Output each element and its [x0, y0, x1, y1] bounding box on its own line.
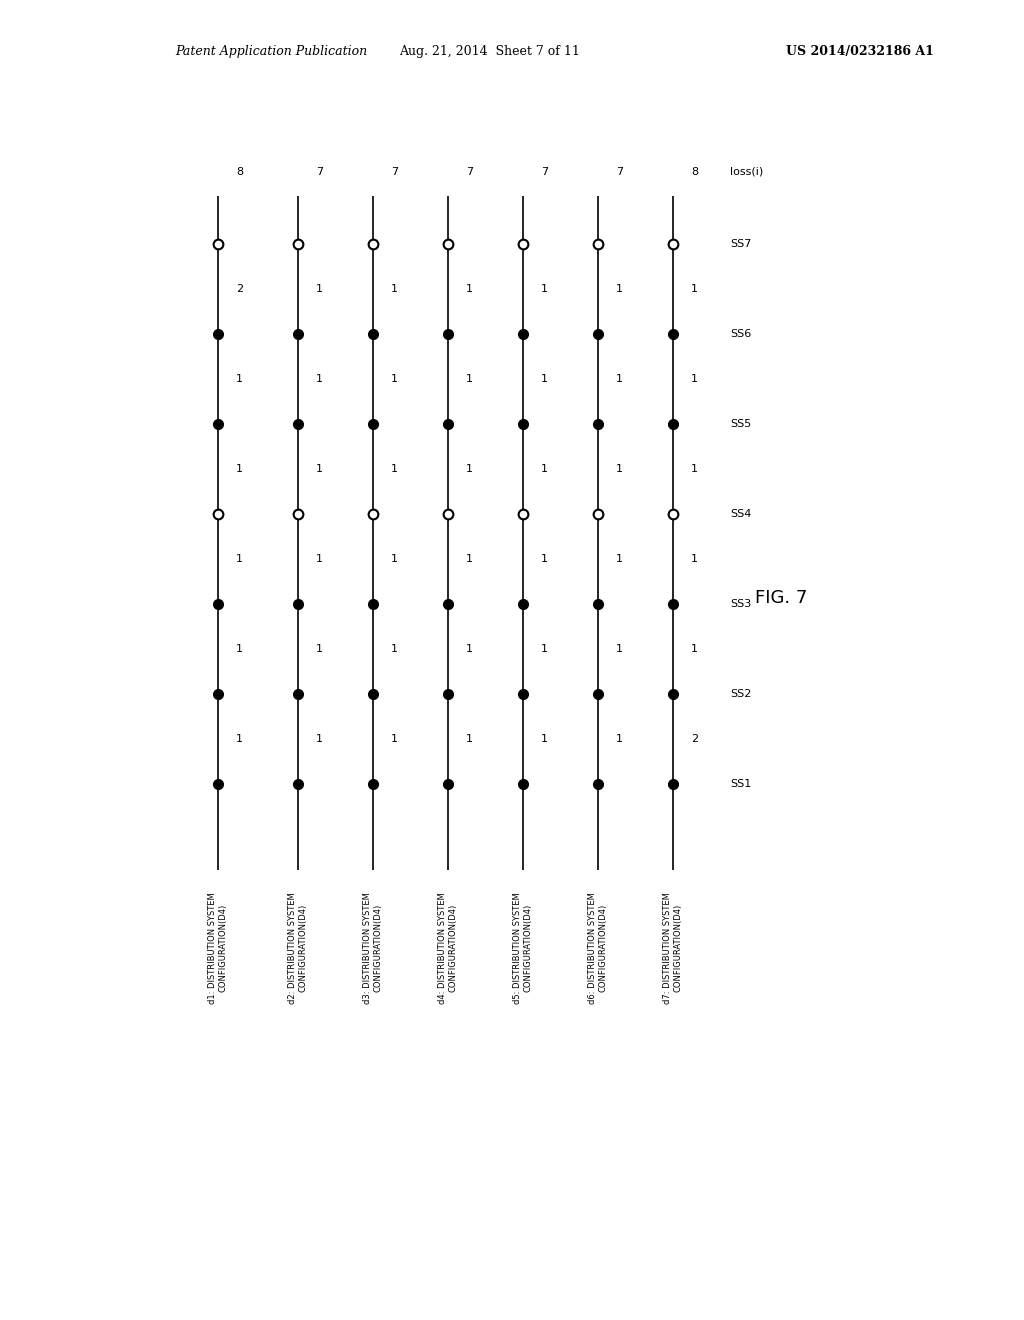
Text: 1: 1	[466, 734, 473, 744]
Text: loss(i): loss(i)	[730, 168, 763, 177]
Text: SS7: SS7	[730, 239, 752, 249]
Text: 1: 1	[616, 374, 623, 384]
Text: 1: 1	[316, 554, 323, 564]
Text: 1: 1	[316, 465, 323, 474]
Text: FIG. 7: FIG. 7	[755, 589, 807, 607]
Text: 1: 1	[316, 284, 323, 294]
Text: 1: 1	[541, 554, 548, 564]
Text: 1: 1	[691, 554, 698, 564]
Text: 1: 1	[691, 284, 698, 294]
Text: 1: 1	[236, 465, 243, 474]
Text: 1: 1	[691, 374, 698, 384]
Text: 1: 1	[236, 554, 243, 564]
Text: SS3: SS3	[730, 599, 752, 609]
Text: 1: 1	[391, 465, 398, 474]
Text: 1: 1	[236, 374, 243, 384]
Text: 1: 1	[391, 374, 398, 384]
Text: 8: 8	[691, 168, 698, 177]
Text: 2: 2	[691, 734, 698, 744]
Text: 7: 7	[541, 168, 548, 177]
Text: 7: 7	[466, 168, 473, 177]
Text: 1: 1	[541, 644, 548, 653]
Text: 1: 1	[691, 644, 698, 653]
Text: 1: 1	[616, 284, 623, 294]
Text: d3: DISTRIBUTION SYSTEM
CONFIGURATION(D4): d3: DISTRIBUTION SYSTEM CONFIGURATION(D4…	[364, 892, 383, 1005]
Text: 1: 1	[391, 284, 398, 294]
Text: 1: 1	[466, 554, 473, 564]
Text: 1: 1	[616, 465, 623, 474]
Text: 1: 1	[616, 554, 623, 564]
Text: Aug. 21, 2014  Sheet 7 of 11: Aug. 21, 2014 Sheet 7 of 11	[399, 45, 581, 58]
Text: d5: DISTRIBUTION SYSTEM
CONFIGURATION(D4): d5: DISTRIBUTION SYSTEM CONFIGURATION(D4…	[513, 892, 532, 1003]
Text: SS6: SS6	[730, 329, 752, 339]
Text: 1: 1	[541, 465, 548, 474]
Text: 1: 1	[316, 734, 323, 744]
Text: 1: 1	[391, 644, 398, 653]
Text: US 2014/0232186 A1: US 2014/0232186 A1	[786, 45, 934, 58]
Text: d1: DISTRIBUTION SYSTEM
CONFIGURATION(D4): d1: DISTRIBUTION SYSTEM CONFIGURATION(D4…	[208, 892, 227, 1003]
Text: d6: DISTRIBUTION SYSTEM
CONFIGURATION(D4): d6: DISTRIBUTION SYSTEM CONFIGURATION(D4…	[589, 892, 607, 1005]
Text: 7: 7	[391, 168, 398, 177]
Text: SS4: SS4	[730, 510, 752, 519]
Text: SS2: SS2	[730, 689, 752, 700]
Text: 1: 1	[616, 734, 623, 744]
Text: 1: 1	[541, 284, 548, 294]
Text: d4: DISTRIBUTION SYSTEM
CONFIGURATION(D4): d4: DISTRIBUTION SYSTEM CONFIGURATION(D4…	[438, 892, 458, 1003]
Text: 2: 2	[236, 284, 243, 294]
Text: 1: 1	[466, 284, 473, 294]
Text: 1: 1	[236, 644, 243, 653]
Text: 1: 1	[466, 465, 473, 474]
Text: 1: 1	[616, 644, 623, 653]
Text: d7: DISTRIBUTION SYSTEM
CONFIGURATION(D4): d7: DISTRIBUTION SYSTEM CONFIGURATION(D4…	[664, 892, 683, 1005]
Text: 1: 1	[466, 644, 473, 653]
Text: 1: 1	[316, 374, 323, 384]
Text: Patent Application Publication: Patent Application Publication	[175, 45, 368, 58]
Text: 1: 1	[691, 465, 698, 474]
Text: SS5: SS5	[730, 418, 752, 429]
Text: 7: 7	[616, 168, 624, 177]
Text: 1: 1	[316, 644, 323, 653]
Text: 1: 1	[466, 374, 473, 384]
Text: 1: 1	[541, 374, 548, 384]
Text: 1: 1	[391, 554, 398, 564]
Text: d2: DISTRIBUTION SYSTEM
CONFIGURATION(D4): d2: DISTRIBUTION SYSTEM CONFIGURATION(D4…	[289, 892, 307, 1003]
Text: 1: 1	[236, 734, 243, 744]
Text: 7: 7	[316, 168, 324, 177]
Text: 1: 1	[391, 734, 398, 744]
Text: SS1: SS1	[730, 779, 752, 789]
Text: 1: 1	[541, 734, 548, 744]
Text: 8: 8	[236, 168, 243, 177]
